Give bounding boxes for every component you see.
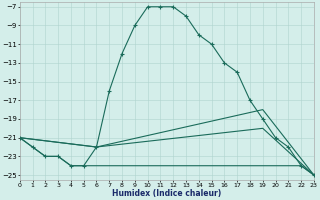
X-axis label: Humidex (Indice chaleur): Humidex (Indice chaleur) — [112, 189, 221, 198]
